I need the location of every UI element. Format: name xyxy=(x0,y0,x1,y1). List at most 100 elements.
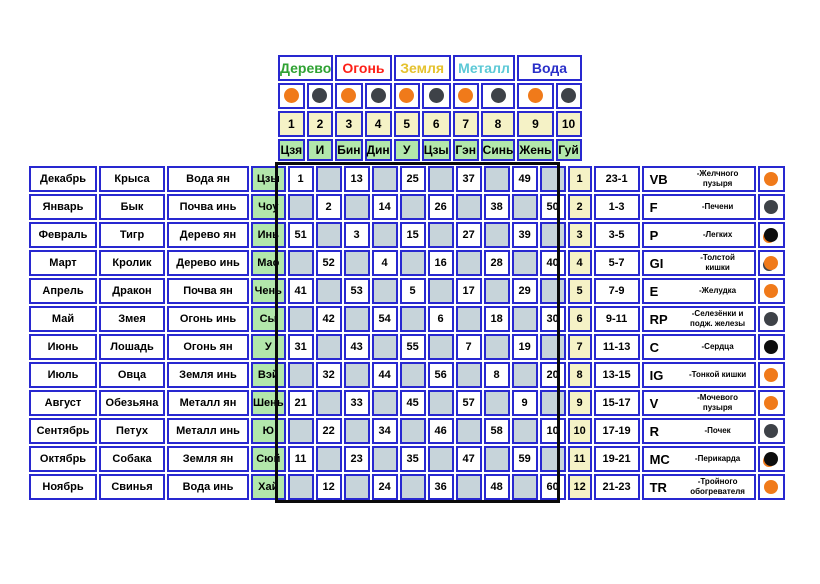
table-row: Декабрь Крыса Вода ян Цзы 1 13 25 37 49 1 23-1 VB -Ж… xyxy=(29,166,785,192)
polarity-dot-cell xyxy=(393,83,420,109)
meridian-abbr: R xyxy=(649,423,659,439)
empty-cycle-cell xyxy=(511,250,538,276)
organ-name: -Легких xyxy=(702,230,733,239)
cycle-number-cell: 44 xyxy=(371,362,398,388)
month-cell: Август xyxy=(29,390,97,416)
polarity-dot-cell xyxy=(757,446,785,472)
organ-name-wrap: -Желчного пузыря xyxy=(682,169,754,189)
polarity-dot-cell xyxy=(757,194,785,220)
empty-cycle-cell xyxy=(539,446,566,472)
cycle-number-cell: 1 xyxy=(287,166,314,192)
hour-index-cell: 3 xyxy=(567,222,592,248)
heavenly-stem-cell: Дин xyxy=(364,139,392,161)
month-cell: Февраль xyxy=(29,222,97,248)
table-row: Октябрь Собака Земля ян Сюй 11 23 35 47 59 11 19-2… xyxy=(29,446,785,472)
earthly-branch-cell: Инь xyxy=(251,222,286,248)
table-row: Апрель Дракон Почва ян Чень 41 53 5 17 29 5 7-9 E -Ж… xyxy=(29,278,785,304)
time-range-cell: 19-21 xyxy=(593,446,640,472)
meridian-cell-content: TR -Тройного обогревателя xyxy=(644,476,754,498)
polarity-dot-cell xyxy=(757,166,785,192)
meridian-abbr: E xyxy=(649,283,659,299)
empty-cycle-cell xyxy=(427,278,454,304)
empty-cycle-cell xyxy=(455,418,482,444)
empty-cycle-cell xyxy=(399,194,426,220)
element-cell: Земля ян xyxy=(167,446,249,472)
heavenly-stems-row: Цзя И Бин Дин У Цзы Гэн Синь Жень Гуй xyxy=(278,139,582,161)
cycle-number-cell: 52 xyxy=(315,250,342,276)
yin-yang-dot-icon xyxy=(561,88,576,104)
animal-cell: Свинья xyxy=(99,474,165,500)
yin-yang-dot-icon xyxy=(764,480,779,494)
month-cell: Апрель xyxy=(29,278,97,304)
meridian-abbr: V xyxy=(649,395,659,411)
meridian-abbr: TR xyxy=(649,479,667,495)
heavenly-stem-cell: Синь xyxy=(480,139,516,161)
polarity-dot-cell xyxy=(757,250,785,276)
cycle-number-cell: 36 xyxy=(427,474,454,500)
time-range-cell: 21-23 xyxy=(593,474,640,500)
yin-yang-dot-icon xyxy=(764,284,779,298)
month-cell: Март xyxy=(29,250,97,276)
animal-cell: Обезьяна xyxy=(99,390,165,416)
empty-cycle-cell xyxy=(371,390,398,416)
empty-cycle-cell xyxy=(371,222,398,248)
stem-number-cell: 5 xyxy=(393,111,420,137)
stem-number-cell: 10 xyxy=(555,111,582,137)
meridian-abbr: IG xyxy=(649,367,664,383)
stem-numbers-row: 1 2 3 4 5 6 7 8 9 10 xyxy=(278,111,582,137)
cycle-number-cell: 34 xyxy=(371,418,398,444)
empty-cycle-cell xyxy=(427,222,454,248)
cycle-number-cell: 19 xyxy=(511,334,538,360)
empty-cycle-cell xyxy=(539,166,566,192)
empty-cycle-cell xyxy=(343,474,370,500)
stem-number-cell: 3 xyxy=(335,111,363,137)
earthly-branch-cell: Чень xyxy=(251,278,286,304)
empty-cycle-cell xyxy=(315,446,342,472)
organ-name-wrap: -Желудка xyxy=(682,286,754,296)
animal-cell: Тигр xyxy=(99,222,165,248)
organ-name: -Сердца xyxy=(701,342,734,351)
cycle-number-cell: 51 xyxy=(287,222,314,248)
yin-yang-dot-icon xyxy=(764,228,779,242)
empty-cycle-cell xyxy=(483,446,510,472)
meridian-cell: VB -Желчного пузыря xyxy=(641,166,756,192)
meridian-cell-content: E -Желудка xyxy=(644,280,754,302)
empty-cycle-cell xyxy=(315,334,342,360)
animal-cell: Дракон xyxy=(99,278,165,304)
yin-yang-dot-icon xyxy=(764,200,779,214)
empty-cycle-cell xyxy=(539,334,566,360)
empty-cycle-cell xyxy=(539,278,566,304)
month-cell: Ноябрь xyxy=(29,474,97,500)
yin-yang-dot-icon xyxy=(527,88,543,104)
polarity-dot-cell xyxy=(306,83,334,109)
meridian-cell-content: GI -Толстой кишки xyxy=(644,252,754,274)
polarity-dot-cell xyxy=(757,362,785,388)
cycle-number-cell: 49 xyxy=(511,166,538,192)
element-cell: Вода ян xyxy=(167,166,249,192)
element-cell: Дерево инь xyxy=(167,250,249,276)
yin-yang-dot-icon xyxy=(764,424,779,438)
animal-cell: Овца xyxy=(99,362,165,388)
meridian-abbr: RP xyxy=(649,311,668,327)
earthly-branch-cell: Чоу xyxy=(251,194,286,220)
cycle-number-cell: 21 xyxy=(287,390,314,416)
empty-cycle-cell xyxy=(511,194,538,220)
time-range-cell: 13-15 xyxy=(593,362,640,388)
cycle-number-cell: 54 xyxy=(371,306,398,332)
animal-cell: Собака xyxy=(99,446,165,472)
organ-name: -Толстой кишки xyxy=(700,253,735,272)
empty-cycle-cell xyxy=(427,446,454,472)
hour-index-cell: 11 xyxy=(567,446,592,472)
table-row: Июнь Лошадь Огонь ян У 31 43 55 7 19 7 11-13 C -Серд… xyxy=(29,334,785,360)
polarity-dot-cell xyxy=(452,83,479,109)
meridian-cell-content: V -Мочевого пузыря xyxy=(644,392,754,414)
cycle-number-cell: 31 xyxy=(287,334,314,360)
earthly-branch-cell: Ю xyxy=(251,418,286,444)
yin-yang-dot-icon xyxy=(428,88,444,104)
organ-name: -Тонкой кишки xyxy=(688,370,747,379)
month-cell: Январь xyxy=(29,194,97,220)
month-cell: Июнь xyxy=(29,334,97,360)
empty-cycle-cell xyxy=(483,278,510,304)
cycle-number-cell: 22 xyxy=(315,418,342,444)
table-row: Февраль Тигр Дерево ян Инь 51 3 15 27 39 3 3-5 P -Ле… xyxy=(29,222,785,248)
